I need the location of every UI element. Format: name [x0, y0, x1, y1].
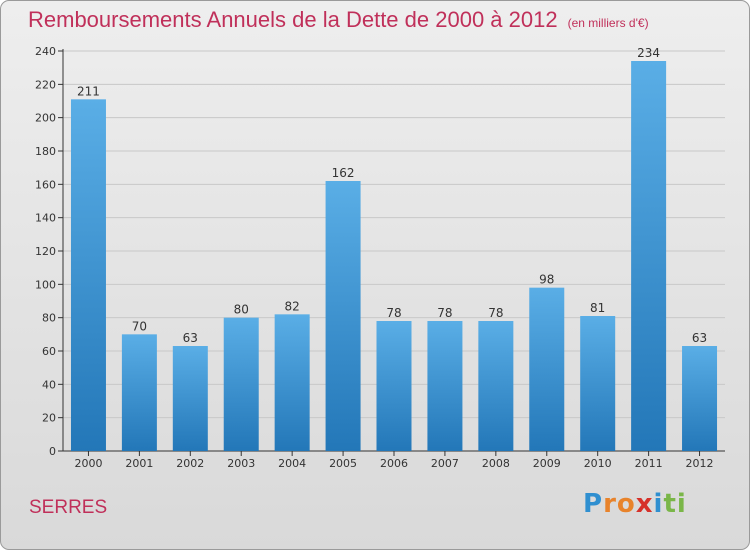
bar-2012	[682, 346, 718, 451]
bar-2008	[478, 321, 514, 451]
logo-letter: x	[635, 489, 654, 519]
unit-label: (en milliers d'€)	[567, 16, 649, 30]
x-tick-label-2000: 2000	[74, 457, 102, 470]
logo-letter: i	[676, 489, 687, 519]
commune-name: SERRES	[29, 497, 108, 518]
logo-letter: r	[603, 489, 617, 519]
data-label-2003: 80	[234, 303, 249, 317]
x-tick-label-2009: 2009	[533, 457, 561, 470]
y-tick-label: 100	[35, 278, 56, 291]
y-tick-label: 240	[35, 45, 56, 58]
bar-2006	[376, 321, 412, 451]
y-tick-label: 200	[35, 112, 56, 125]
x-tick-label-2007: 2007	[431, 457, 459, 470]
bar-2004	[274, 314, 310, 451]
x-tick-label-2011: 2011	[635, 457, 663, 470]
y-tick-label: 120	[35, 245, 56, 258]
logo-letter: t	[663, 489, 677, 519]
data-label-2001: 70	[132, 319, 147, 333]
x-tick-label-2002: 2002	[176, 457, 204, 470]
y-tick-label: 0	[49, 445, 56, 458]
x-tick-label-2003: 2003	[227, 457, 255, 470]
bars	[70, 61, 718, 451]
bar-2007	[427, 321, 463, 451]
bar-2002	[172, 346, 208, 451]
y-tick-label: 220	[35, 78, 56, 91]
bar-2000	[70, 99, 106, 451]
title-text: Remboursements Annuels de la Dette de 20…	[28, 7, 558, 32]
logo-letter: P	[583, 489, 604, 519]
chart-title: Remboursements Annuels de la Dette de 20…	[28, 7, 649, 33]
y-tick-label: 80	[42, 312, 56, 325]
data-label-2012: 63	[692, 331, 707, 345]
data-labels: 211 70 63 80 82 162 78 78 78 98 81 234 63	[77, 46, 707, 345]
bar-2009	[529, 287, 565, 451]
data-label-2005: 162	[332, 166, 355, 180]
x-tick-label-2006: 2006	[380, 457, 408, 470]
y-tick-label: 180	[35, 145, 56, 158]
axes: 0 20 40 60 80 100 120 140 160 180 200 220 240 2000 200…	[35, 45, 725, 470]
data-label-2006: 78	[386, 306, 401, 320]
y-tick-label: 160	[35, 178, 56, 191]
logo-letter: o	[616, 489, 636, 519]
x-tick-label-2001: 2001	[125, 457, 153, 470]
bar-2011	[631, 61, 667, 451]
x-tick-label-2012: 2012	[686, 457, 714, 470]
data-label-2007: 78	[437, 306, 452, 320]
bar-2001	[121, 334, 157, 451]
bar-2010	[580, 316, 616, 451]
bar-2005	[325, 181, 361, 451]
x-tick-label-2005: 2005	[329, 457, 357, 470]
data-label-2008: 78	[488, 306, 503, 320]
data-label-2009: 98	[539, 273, 554, 287]
proxiti-logo[interactable]: Proxiti	[583, 489, 687, 519]
x-tick-label-2010: 2010	[584, 457, 612, 470]
y-tick-label: 20	[42, 412, 56, 425]
data-label-2011: 234	[637, 46, 660, 60]
data-label-2004: 82	[285, 299, 300, 313]
x-tick-label-2004: 2004	[278, 457, 306, 470]
bar-2003	[223, 317, 259, 451]
y-tick-label: 60	[42, 345, 56, 358]
y-tick-label: 140	[35, 212, 56, 225]
data-label-2010: 81	[590, 301, 605, 315]
x-tick-label-2008: 2008	[482, 457, 510, 470]
y-tick-label: 40	[42, 378, 56, 391]
data-label-2000: 211	[77, 84, 100, 98]
logo-letter: i	[653, 489, 664, 519]
data-label-2002: 63	[183, 331, 198, 345]
